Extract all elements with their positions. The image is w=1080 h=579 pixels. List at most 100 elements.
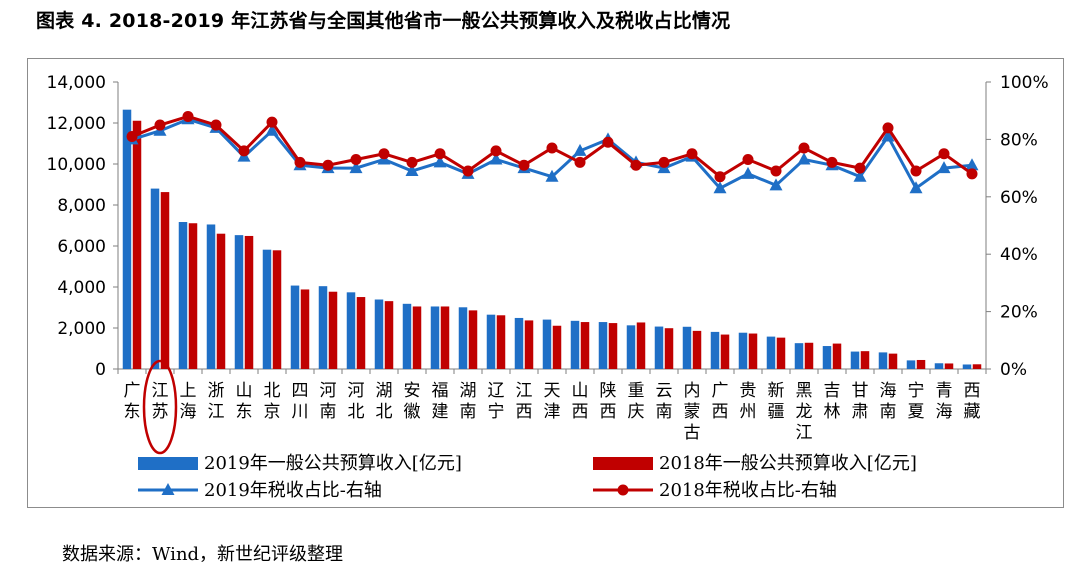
category-label: 青海 <box>936 381 953 422</box>
triangle-marker <box>965 158 979 171</box>
category-label: 安徽 <box>404 381 421 422</box>
bar <box>486 314 496 369</box>
bar <box>570 320 580 369</box>
bar <box>402 303 412 369</box>
circle-marker <box>826 156 838 168</box>
category-label: 湖北 <box>376 381 393 422</box>
y-left-tick-label: 2,000 <box>57 319 106 339</box>
bar <box>160 192 170 369</box>
circle-marker <box>966 168 978 180</box>
circle-marker <box>854 162 866 174</box>
bar <box>682 326 692 369</box>
triangle-marker <box>265 123 279 136</box>
category-label: 内蒙古 <box>684 381 701 443</box>
circle-marker <box>238 145 250 157</box>
category-label: 云南 <box>656 381 673 422</box>
triangle-marker <box>797 152 811 165</box>
category-label: 天津 <box>544 381 561 422</box>
bar <box>328 291 338 369</box>
category-label: 宁夏 <box>908 381 925 422</box>
y-left-tick-label: 12,000 <box>47 114 106 134</box>
bar <box>458 307 468 369</box>
source-note: 数据来源：Wind，新世纪评级整理 <box>62 544 344 565</box>
circle-marker <box>630 159 642 171</box>
highlight-ellipse <box>142 359 178 455</box>
bar <box>878 352 888 369</box>
category-label: 西藏 <box>964 381 981 422</box>
bar <box>888 353 898 369</box>
circle-marker <box>182 110 194 122</box>
y-left-tick-label: 0 <box>95 360 106 380</box>
bar-series-2 <box>132 120 982 369</box>
circle-marker <box>518 159 530 171</box>
circle-marker <box>434 148 446 160</box>
bar <box>514 317 524 369</box>
legend: 2019年一般公共预算收入[亿元] 2018年一般公共预算收入[亿元] 2019年税… <box>138 453 917 501</box>
circle-marker <box>546 142 558 154</box>
bar <box>430 306 440 369</box>
bar <box>384 301 394 369</box>
y-right-tick-label: 100% <box>1000 73 1049 93</box>
triangle-marker <box>433 155 447 168</box>
bar <box>916 359 926 369</box>
circle-marker <box>686 148 698 160</box>
y-left-tick-label: 4,000 <box>57 278 106 298</box>
circle-marker <box>770 165 782 177</box>
bar <box>234 235 244 369</box>
category-label: 江西 <box>516 381 533 422</box>
category-label: 上海 <box>180 381 197 422</box>
figure-title: 图表 4. 2018-2019 年江苏省与全国其他省市一般公共预算收入及税收占比… <box>36 10 731 32</box>
legend-item: 2019年税收占比-右轴 <box>138 480 382 501</box>
bar <box>692 330 702 369</box>
triangle-marker <box>405 163 419 176</box>
bar <box>906 360 916 369</box>
category-label: 北京 <box>264 381 281 422</box>
bar <box>272 250 282 369</box>
bar <box>776 337 786 369</box>
circle-marker <box>350 153 362 165</box>
bar <box>850 351 860 369</box>
bar <box>244 235 254 369</box>
category-label: 辽宁 <box>488 381 505 422</box>
triangle-marker <box>573 143 587 156</box>
bar <box>710 331 720 369</box>
circle-marker <box>490 145 502 157</box>
bar <box>188 223 198 369</box>
category-label: 海南 <box>880 381 897 422</box>
bar <box>412 306 422 369</box>
category-label: 山西 <box>572 381 589 422</box>
circle-marker <box>294 156 306 168</box>
category-label: 重庆 <box>628 381 645 422</box>
legend-marker <box>617 484 629 496</box>
category-label: 甘肃 <box>852 381 869 422</box>
bar <box>608 323 618 369</box>
circle-marker <box>658 156 670 168</box>
bar <box>580 322 590 369</box>
category-label: 贵州 <box>740 381 757 422</box>
bar <box>132 120 142 369</box>
bar <box>664 328 674 369</box>
bar <box>216 233 226 369</box>
y-left-tick-label: 14,000 <box>47 73 106 93</box>
bar <box>720 334 730 369</box>
legend-label: 2019年一般公共预算收入[亿元] <box>204 453 462 474</box>
circle-marker <box>742 153 754 165</box>
legend-label: 2019年税收占比-右轴 <box>204 480 382 501</box>
bar <box>636 322 646 369</box>
bar <box>794 343 804 369</box>
bar-series-1 <box>122 109 972 370</box>
bar <box>290 285 300 369</box>
chart-frame: 0 2,000 4,000 6,000 8,000 10,000 12,000 14,000 0… <box>27 58 1064 508</box>
circle-marker <box>154 119 166 131</box>
circle-marker <box>406 156 418 168</box>
bar <box>346 292 356 369</box>
bar <box>150 188 160 369</box>
bar <box>542 319 552 369</box>
bar <box>496 315 506 369</box>
bar <box>944 363 954 369</box>
triangle-marker <box>909 181 923 194</box>
bar <box>738 332 748 369</box>
bar <box>356 297 366 369</box>
y-left-tick-label: 8,000 <box>57 196 106 216</box>
circle-marker <box>322 159 334 171</box>
